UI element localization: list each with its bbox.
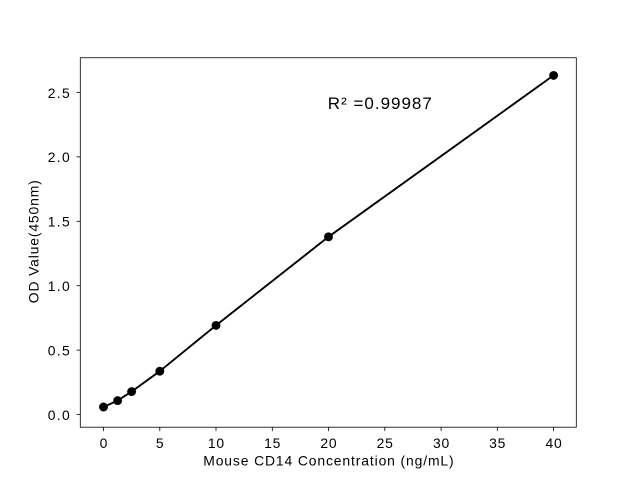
svg-text:35: 35	[489, 435, 506, 451]
svg-text:2.5: 2.5	[48, 85, 71, 101]
svg-text:10: 10	[208, 435, 225, 451]
svg-text:40: 40	[545, 435, 562, 451]
svg-text:5: 5	[156, 435, 164, 451]
svg-text:Mouse CD14 Concentration (ng/m: Mouse CD14 Concentration (ng/mL)	[203, 452, 454, 468]
svg-text:0.5: 0.5	[48, 342, 71, 358]
svg-text:2.0: 2.0	[48, 149, 71, 165]
svg-text:0.0: 0.0	[48, 407, 71, 423]
svg-text:1.0: 1.0	[48, 278, 71, 294]
svg-text:20: 20	[320, 435, 337, 451]
svg-text:25: 25	[377, 435, 394, 451]
svg-text:0: 0	[100, 435, 108, 451]
svg-text:30: 30	[433, 435, 450, 451]
svg-text:15: 15	[264, 435, 281, 451]
svg-text:1.5: 1.5	[48, 214, 71, 230]
svg-text:OD Value(450nm): OD Value(450nm)	[25, 179, 41, 303]
svg-text:R² =0.99987: R² =0.99987	[328, 94, 433, 113]
